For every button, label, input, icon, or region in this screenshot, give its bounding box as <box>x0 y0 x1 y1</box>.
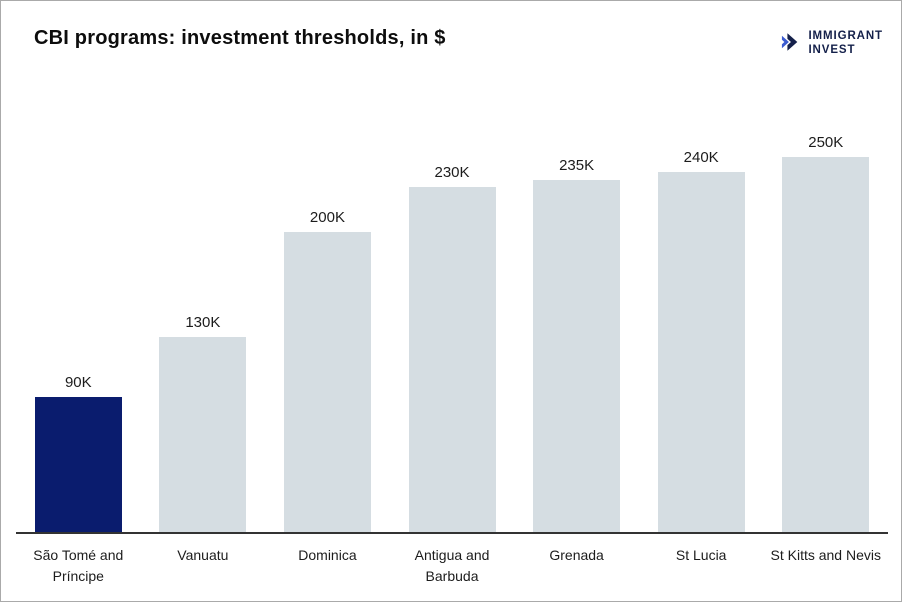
chart-title: CBI programs: investment thresholds, in … <box>34 27 446 49</box>
bar <box>782 157 870 532</box>
bar-value-label: 230K <box>434 164 470 181</box>
double-chevron-icon <box>782 33 798 51</box>
bar <box>533 179 621 532</box>
bar-value-label: 250K <box>808 134 844 151</box>
bar-column: 230K <box>390 131 515 532</box>
logo-text-line2: INVEST <box>808 43 856 56</box>
x-axis-label: Vanuatu <box>177 547 229 563</box>
x-axis-label: Antigua and Barbuda <box>414 547 490 584</box>
bar-column: 250K <box>763 131 888 532</box>
bar <box>408 187 496 532</box>
x-axis-label: St Lucia <box>675 547 727 563</box>
x-axis-label: Grenada <box>549 547 604 563</box>
logo-text-line1: IMMIGRANT <box>808 30 883 42</box>
bar-column: 130K <box>141 131 266 532</box>
bar-value-label: 240K <box>683 149 719 166</box>
bar-column: 240K <box>639 131 764 532</box>
bar-column: 200K <box>265 131 390 532</box>
bar-chart-plot: 90K 130K 200K 230K 235K 240K 250K <box>16 131 888 534</box>
immigrant-invest-logo: IMMIGRANT INVEST <box>781 30 883 57</box>
x-axis-label: St Kitts and Nevis <box>770 547 882 563</box>
bar-column: 90K <box>16 131 141 532</box>
bar-value-label: 130K <box>185 314 221 331</box>
bar <box>657 172 745 532</box>
bar-highlighted <box>34 397 122 532</box>
bar <box>283 232 371 532</box>
x-axis-labels: São Tomé and Príncipe Vanuatu Dominica Anti… <box>16 545 888 587</box>
bar-column: 235K <box>514 131 639 532</box>
x-axis-label: Dominica <box>298 547 357 563</box>
bar-value-label: 235K <box>559 156 595 174</box>
logo-text: IMMIGRANT INVEST <box>808 30 883 57</box>
bar <box>159 337 247 532</box>
x-axis-label: São Tomé and Príncipe <box>33 547 124 584</box>
bar-value-label: 90K <box>64 374 92 391</box>
bar-value-label: 200K <box>309 209 345 226</box>
